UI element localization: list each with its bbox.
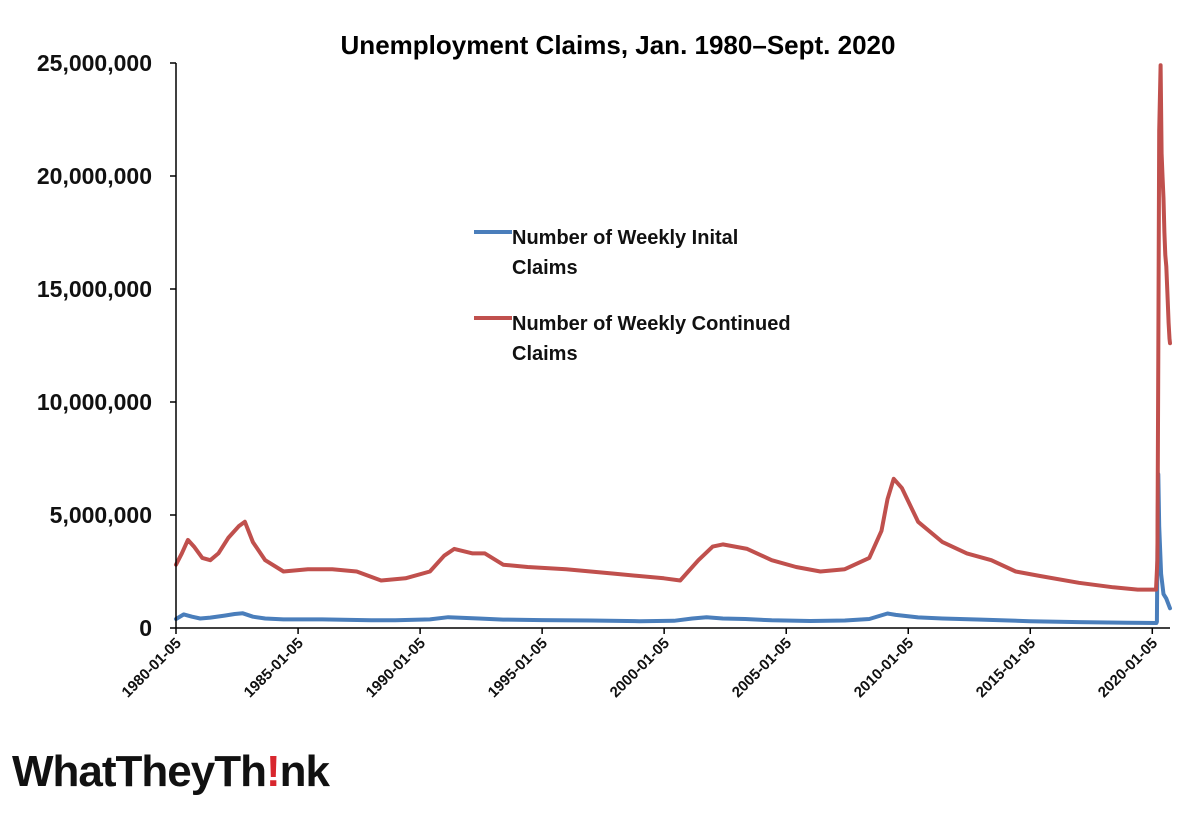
x-tick-label: 2010-01-05 — [851, 635, 917, 701]
legend-label-0: Number of Weekly Inital — [512, 227, 738, 249]
x-tick-label: 1990-01-05 — [363, 635, 429, 701]
whattheythink-logo: WhatTheyTh!nk — [12, 742, 330, 802]
y-tick-label: 20,000,000 — [37, 163, 152, 189]
legend-label-1: Number of Weekly Continued — [512, 313, 791, 335]
chart-legend: Number of Weekly Inital Claims Number of W… — [474, 227, 791, 365]
y-tick-label: 15,000,000 — [37, 276, 152, 302]
x-axis-ticks: 1980-01-05 1985-01-05 1990-01-05 1995-01-05… — [119, 628, 1161, 701]
x-tick-label: 1985-01-05 — [241, 635, 307, 701]
y-tick-label: 0 — [139, 615, 152, 641]
y-tick-label: 5,000,000 — [50, 502, 152, 528]
x-tick-label: 2020-01-05 — [1095, 635, 1161, 701]
logo-text-after: nk — [279, 747, 330, 796]
y-tick-label: 10,000,000 — [37, 389, 152, 415]
x-tick-label: 1980-01-05 — [119, 635, 185, 701]
x-tick-label: 2005-01-05 — [729, 635, 795, 701]
chart-title: Unemployment Claims, Jan. 1980–Sept. 202… — [341, 30, 896, 60]
y-tick-label: 25,000,000 — [37, 50, 152, 76]
series-layer — [174, 63, 1172, 625]
x-tick-label: 2000-01-05 — [607, 635, 673, 701]
x-tick-label: 1995-01-05 — [485, 635, 551, 701]
logo-exclamation: ! — [265, 747, 281, 796]
series-line-0 — [174, 472, 1172, 625]
logo-text-before: WhatTheyTh — [12, 747, 267, 796]
legend-label-1: Claims — [512, 343, 578, 365]
series-line-1 — [174, 63, 1172, 592]
legend-label-0: Claims — [512, 257, 578, 279]
y-axis-ticks: 0 5,000,000 10,000,000 15,000,000 20,000,000… — [37, 50, 176, 641]
x-tick-label: 2015-01-05 — [973, 635, 1039, 701]
